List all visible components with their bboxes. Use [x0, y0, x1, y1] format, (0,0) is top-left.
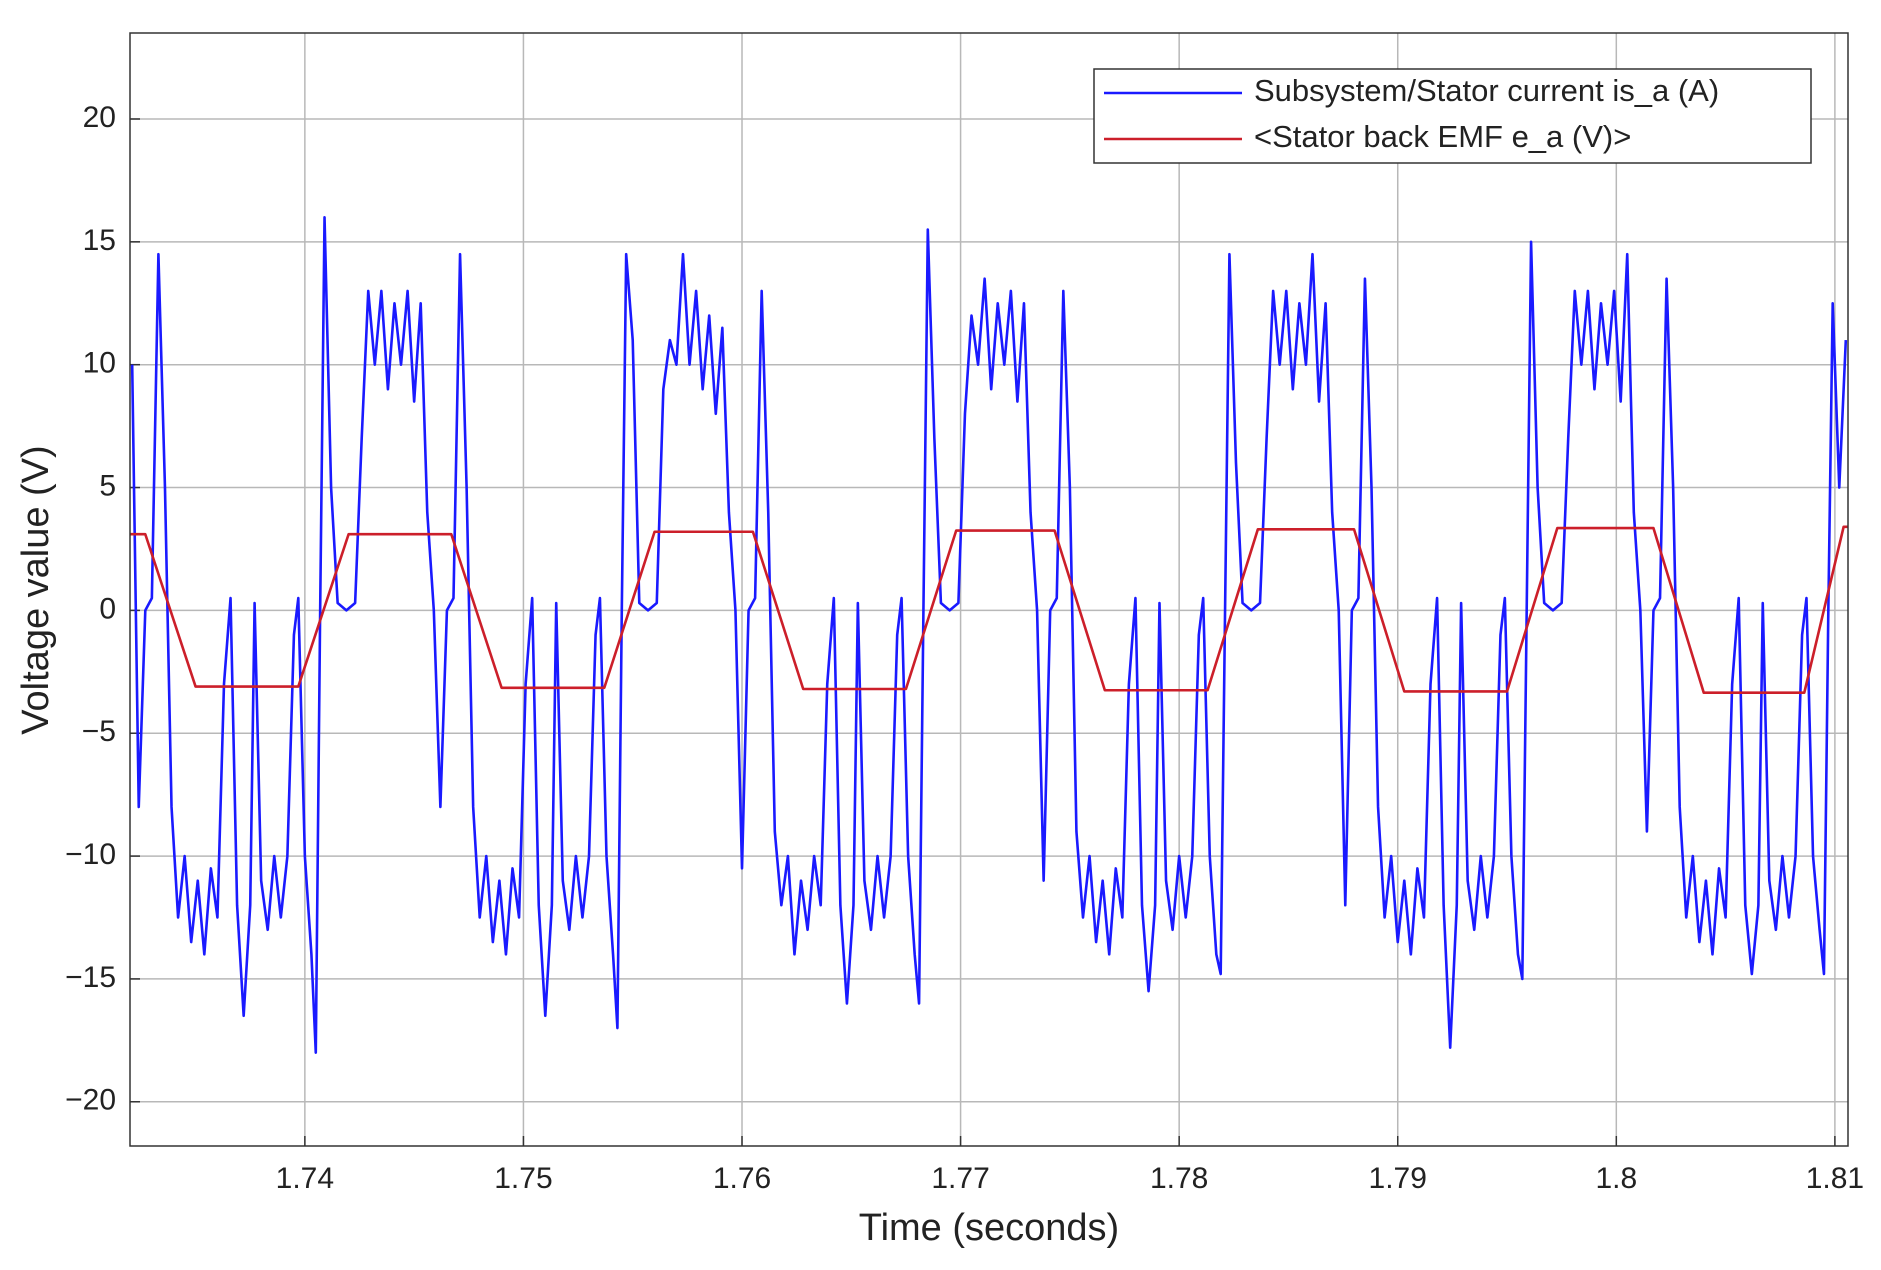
series-line — [130, 215, 1848, 1054]
x-tick-label: 1.74 — [276, 1162, 334, 1195]
y-tick-label: −20 — [65, 1084, 116, 1117]
x-tick-label: 1.79 — [1369, 1162, 1427, 1195]
y-tick-label: 5 — [99, 469, 116, 502]
x-tick-label: 1.75 — [494, 1162, 552, 1195]
plot-lines — [130, 215, 1848, 1054]
legend-box — [1093, 68, 1812, 164]
y-axis-label: Voltage value (V) — [15, 445, 57, 734]
y-tick-label: 15 — [83, 224, 116, 257]
x-tick-label: 1.77 — [931, 1162, 989, 1195]
y-tick-label: −15 — [65, 961, 116, 994]
y-tick-label: −5 — [82, 715, 116, 748]
series-line — [130, 525, 1848, 694]
y-tick-label: 0 — [99, 592, 116, 625]
legend-label: <Stator back EMF e_a (V)> — [1254, 119, 1631, 154]
x-tick-label: 1.8 — [1595, 1162, 1637, 1195]
y-tick-label: 10 — [83, 347, 116, 380]
legend: Subsystem/Stator current is_a (A) <Stator… — [1093, 68, 1812, 164]
x-tick-label: 1.76 — [713, 1162, 771, 1195]
y-tick-label: −10 — [65, 838, 116, 871]
plot-frame — [129, 32, 1849, 1147]
x-tick-label: 1.81 — [1806, 1162, 1864, 1195]
x-axis-label: Time (seconds) — [859, 1207, 1119, 1249]
legend-label: Subsystem/Stator current is_a (A) — [1254, 73, 1719, 108]
x-tick-label: 1.78 — [1150, 1162, 1208, 1195]
y-tick-label: 20 — [83, 101, 116, 134]
